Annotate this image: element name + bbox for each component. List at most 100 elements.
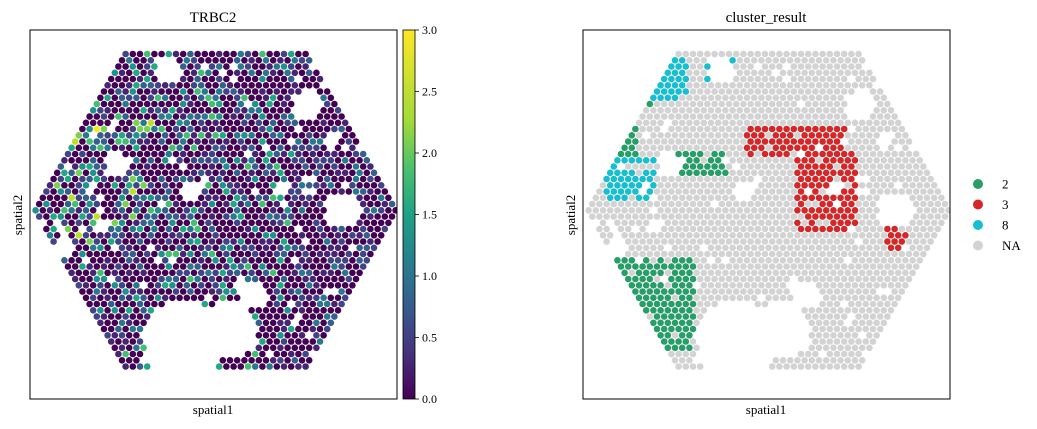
- expression-spot: [302, 138, 309, 145]
- expression-spot: [165, 225, 173, 233]
- expression-spot: [129, 188, 137, 195]
- cluster-spot: [934, 213, 942, 220]
- expression-spot: [341, 132, 349, 139]
- cluster-spot: [671, 132, 679, 139]
- expression-spot: [251, 313, 259, 320]
- cluster-spot: [675, 225, 682, 233]
- expression-spot: [79, 288, 86, 295]
- expression-spot: [284, 107, 291, 114]
- expression-spot: [241, 207, 248, 214]
- expression-spot: [248, 244, 255, 252]
- cluster-spot: [858, 344, 866, 352]
- cluster-spot: [815, 94, 823, 102]
- cluster-spot: [840, 113, 848, 120]
- expression-spot: [194, 138, 201, 145]
- expression-spot: [136, 213, 144, 220]
- expression-spot: [316, 213, 324, 220]
- cluster-spot: [635, 294, 643, 302]
- cluster-spot: [876, 100, 884, 108]
- cluster-spot: [909, 169, 916, 177]
- cluster-spot: [732, 50, 740, 58]
- cluster-spot: [761, 125, 769, 133]
- cluster-spot: [797, 275, 805, 283]
- expression-spot: [172, 188, 180, 195]
- expression-spot: [287, 363, 295, 370]
- expression-spot: [129, 225, 137, 233]
- cluster-spot: [657, 144, 664, 152]
- expression-spot: [75, 269, 83, 277]
- expression-spot: [154, 194, 162, 202]
- cluster-spot: [765, 119, 772, 127]
- cluster-spot: [614, 207, 621, 214]
- expression-spot: [118, 344, 126, 352]
- cluster-spot: [758, 69, 765, 77]
- cluster-spot: [628, 219, 636, 227]
- expression-spot: [309, 325, 317, 333]
- cluster-spot: [797, 188, 805, 195]
- expression-spot: [313, 157, 320, 164]
- cluster-spot: [815, 357, 823, 364]
- cluster-spot: [840, 75, 848, 83]
- expression-spot: [179, 263, 187, 270]
- expression-spot: [309, 125, 317, 133]
- cluster-spot: [866, 194, 873, 202]
- expression-spot: [359, 200, 367, 208]
- expression-spot: [313, 257, 320, 264]
- cluster-spot: [743, 282, 751, 289]
- expression-spot: [194, 263, 201, 270]
- cluster-spot: [797, 250, 805, 258]
- expression-spot: [107, 100, 115, 108]
- expression-spot: [176, 119, 183, 127]
- expression-spot: [154, 244, 162, 252]
- cluster-spot: [714, 194, 722, 202]
- cluster-spot: [855, 138, 862, 145]
- cluster-spot: [830, 94, 837, 102]
- cluster-spot: [797, 88, 805, 95]
- cluster-spot: [880, 182, 888, 189]
- expression-spot: [251, 138, 259, 145]
- expression-spot: [233, 232, 241, 239]
- expression-spot: [262, 194, 270, 202]
- cluster-spot: [808, 107, 816, 114]
- cluster-spot: [826, 350, 834, 358]
- expression-spot: [244, 213, 252, 220]
- expression-spot: [75, 207, 83, 214]
- expression-spot: [161, 94, 169, 102]
- cluster-spot: [632, 288, 639, 295]
- expression-spot: [248, 219, 255, 227]
- expression-spot: [115, 188, 122, 195]
- colorbar-tick-label: 2.5: [422, 85, 437, 99]
- cluster-spot: [851, 282, 859, 289]
- expression-spot: [259, 113, 266, 120]
- cluster-spot: [635, 244, 643, 252]
- expression-spot: [280, 163, 288, 170]
- cluster-spot: [729, 57, 736, 64]
- cluster-spot: [758, 107, 765, 114]
- cluster-spot: [819, 150, 826, 158]
- expression-spot: [316, 288, 324, 295]
- expression-spot: [53, 207, 61, 214]
- expression-spot: [287, 63, 295, 70]
- expression-spot: [262, 119, 270, 127]
- cluster-spot: [686, 269, 693, 277]
- cluster-spot: [772, 144, 780, 152]
- cluster-spot: [804, 250, 812, 258]
- expression-spot: [190, 257, 198, 264]
- expression-spot: [374, 238, 381, 245]
- cluster-spot: [657, 132, 664, 139]
- cluster-spot: [920, 213, 927, 220]
- expression-spot: [75, 282, 83, 289]
- expression-spot: [89, 207, 97, 214]
- expression-spot: [223, 163, 230, 170]
- cluster-spot: [761, 138, 769, 145]
- expression-spot: [82, 169, 90, 177]
- expression-spot: [327, 107, 335, 114]
- cluster-spot: [916, 207, 924, 214]
- expression-spot: [280, 63, 288, 70]
- cluster-spot: [920, 225, 927, 233]
- legend-label: 2: [1002, 177, 1009, 192]
- cluster-spot: [851, 57, 859, 64]
- expression-spot: [154, 82, 162, 89]
- expression-spot: [309, 163, 317, 170]
- cluster-spot: [768, 113, 776, 120]
